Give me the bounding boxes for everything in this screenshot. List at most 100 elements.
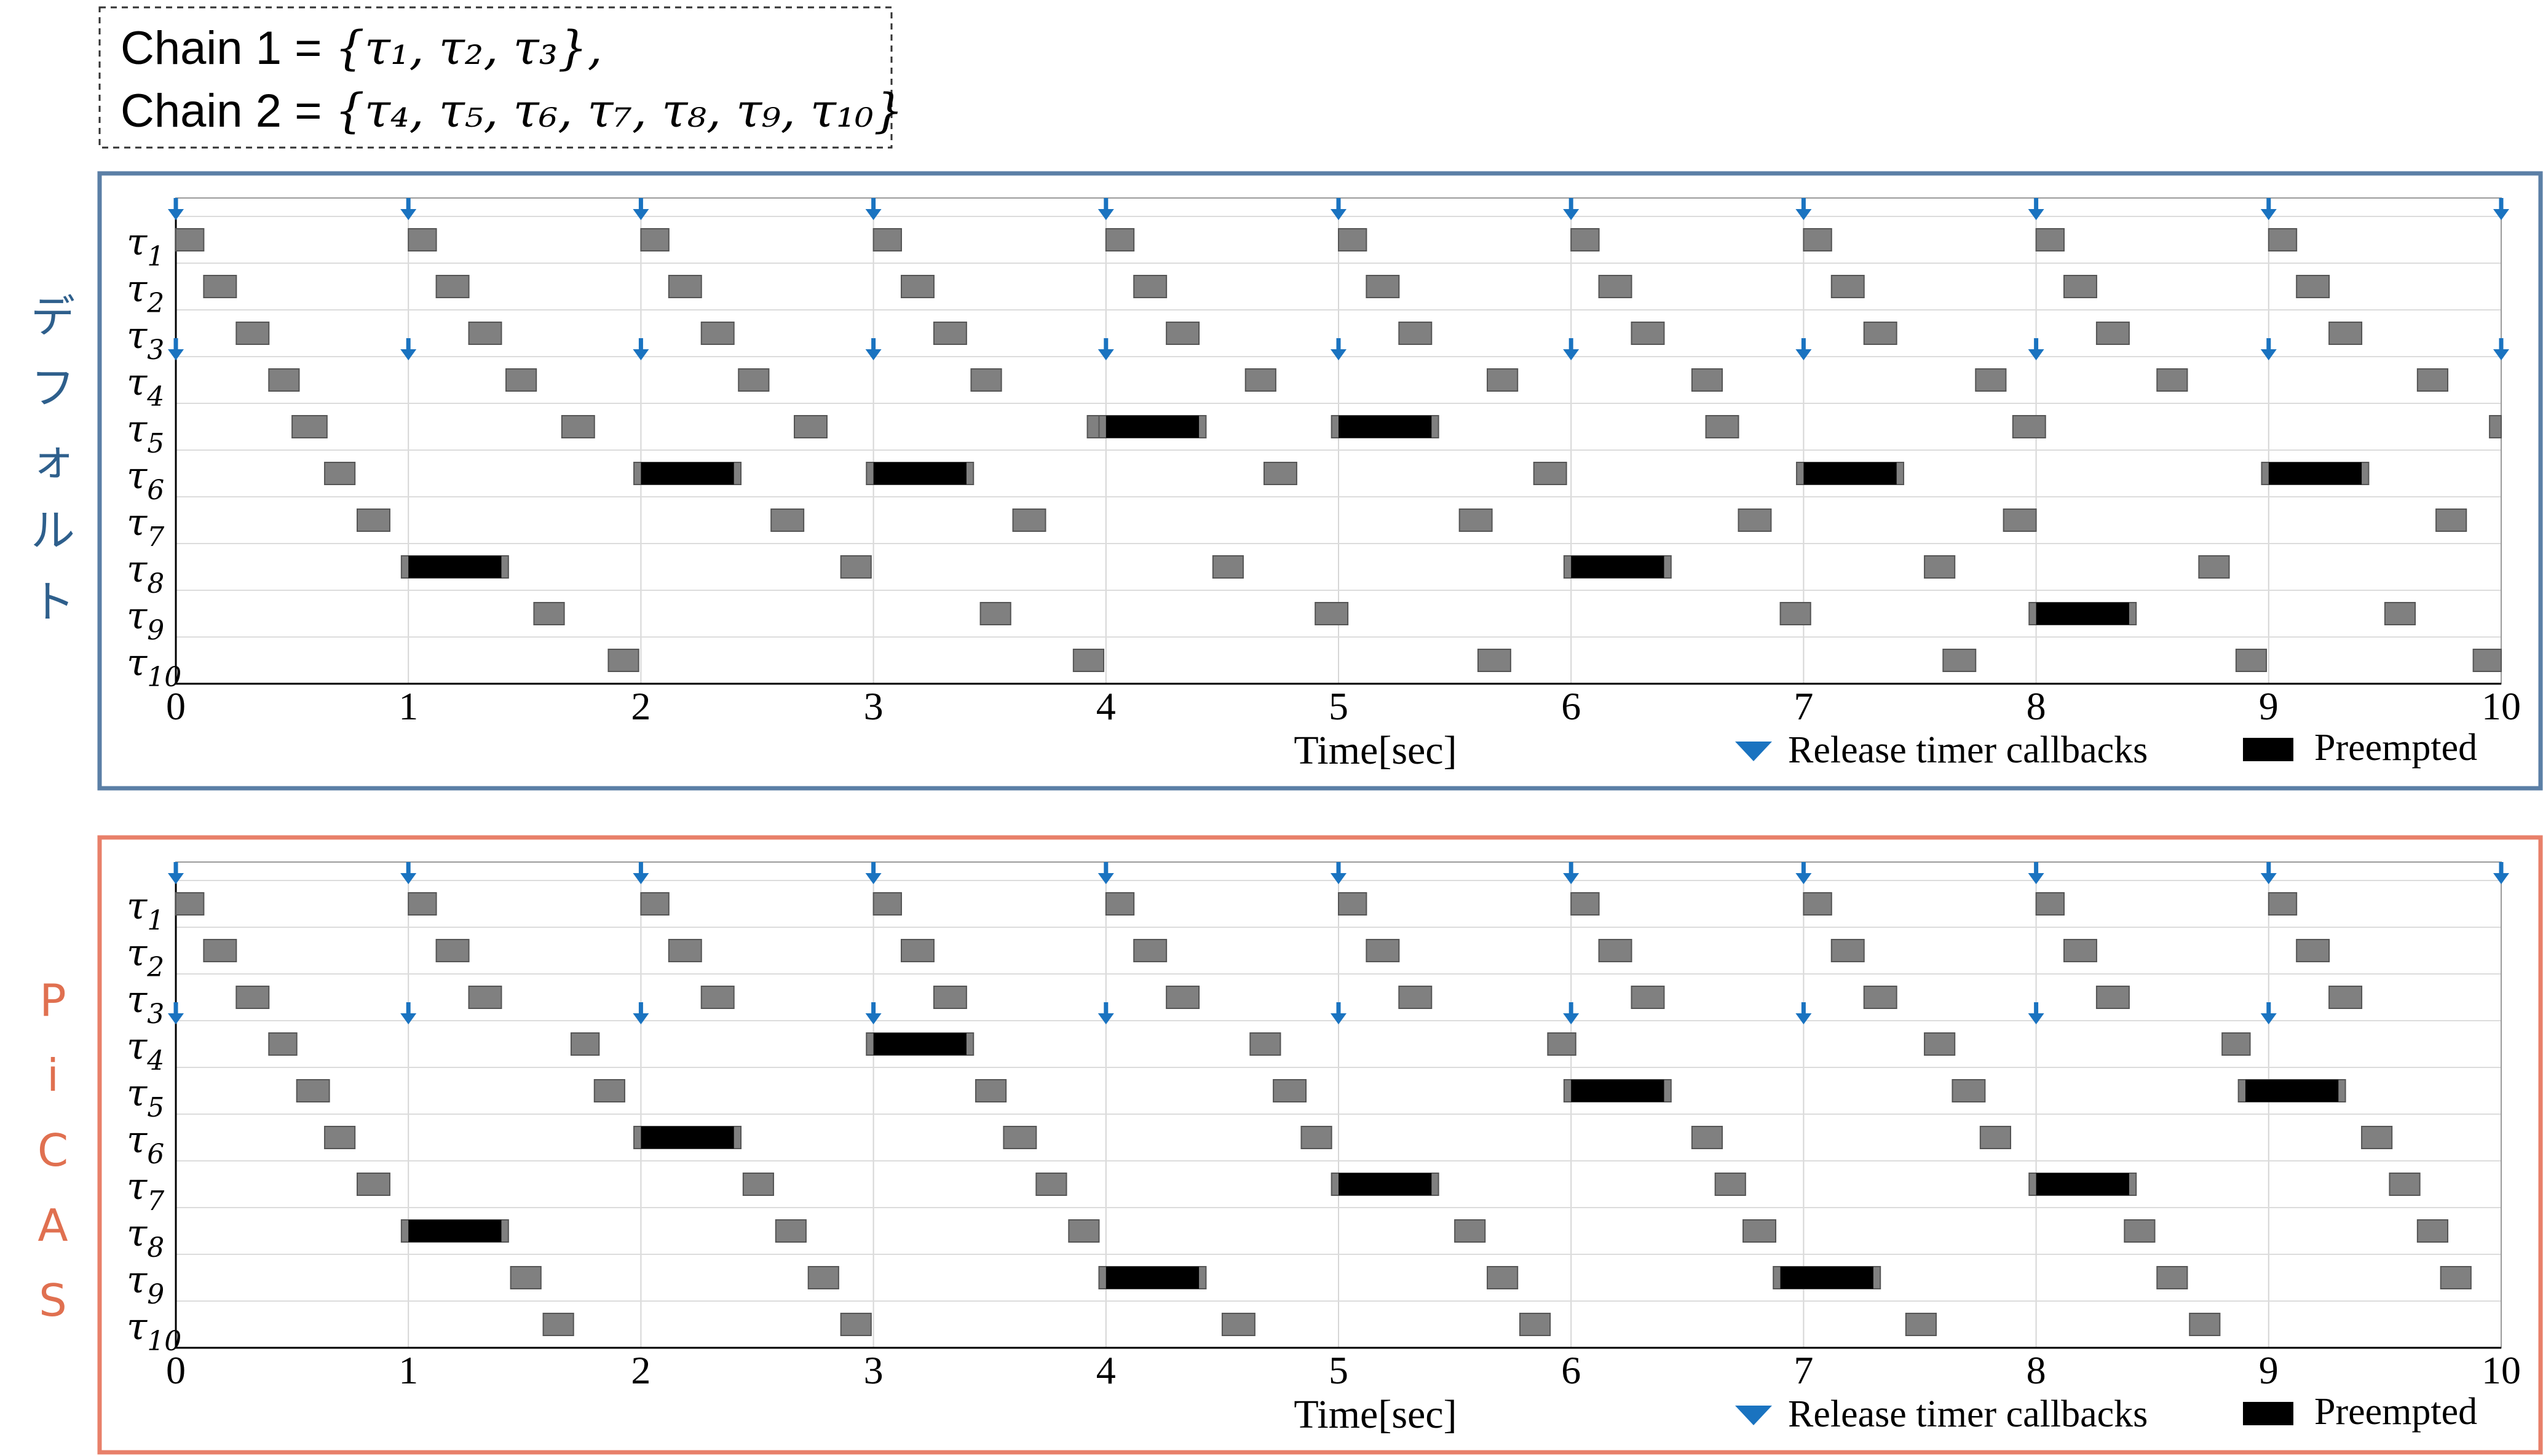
execution-block	[607, 649, 639, 672]
tau-symbol: τ	[127, 361, 148, 404]
execution-block	[1830, 939, 1865, 962]
execution-block	[1338, 892, 1367, 916]
execution-block	[2416, 1219, 2449, 1243]
panel-label-char: C	[38, 1125, 68, 1176]
execution-block	[291, 415, 328, 438]
execution-block	[738, 368, 770, 392]
execution-block	[1263, 462, 1297, 485]
execution-block	[533, 602, 565, 625]
preempted-block	[408, 1220, 502, 1242]
release-arrow-legend-icon	[1735, 1406, 1772, 1425]
execution-block	[1249, 1032, 1281, 1056]
execution-block	[1072, 649, 1105, 672]
execution-block	[640, 228, 670, 251]
chain1-release-arrow	[1795, 209, 1812, 220]
execution-block	[1942, 649, 1977, 672]
chain1-release-arrow	[2493, 209, 2509, 220]
execution-block	[2296, 939, 2330, 962]
y-tick-label: τ1	[127, 221, 164, 272]
chain2-release-arrow	[1563, 349, 1580, 360]
y-tick-label: τ2	[127, 932, 164, 983]
execution-block	[1598, 275, 1632, 298]
tau-subscript: 9	[147, 615, 164, 646]
execution-block	[324, 462, 356, 485]
execution-block	[700, 322, 735, 345]
execution-block	[1714, 1173, 1746, 1196]
tau-subscript: 6	[147, 475, 164, 506]
execution-block	[2012, 415, 2046, 438]
execution-block	[2035, 892, 2065, 916]
tau-symbol: τ	[127, 932, 148, 975]
execution-block	[2328, 986, 2363, 1009]
tau-symbol: τ	[127, 548, 148, 591]
tau-symbol: τ	[127, 454, 148, 497]
execution-block	[1012, 508, 1046, 532]
x-tick-label: 3	[864, 1348, 884, 1392]
execution-block	[296, 1079, 330, 1102]
panel-label-char: ォ	[31, 433, 75, 485]
execution-block	[840, 1313, 872, 1336]
execution-block	[1779, 602, 1811, 625]
execution-block	[2063, 275, 2097, 298]
execution-block	[203, 275, 237, 298]
execution-block	[1691, 368, 1723, 392]
tau-subscript: 3	[147, 334, 164, 366]
execution-block	[408, 228, 437, 251]
chain2-release-arrow	[400, 349, 417, 360]
execution-block	[1244, 368, 1276, 392]
preempted-block	[1339, 416, 1432, 438]
default-panel-frame	[97, 171, 2543, 791]
tau-symbol: τ	[127, 1212, 148, 1255]
chain2-release-arrow	[2028, 1013, 2044, 1024]
execution-block	[2221, 1032, 2251, 1056]
execution-block	[640, 892, 670, 916]
execution-block	[324, 1126, 356, 1149]
release-arrow-legend-icon	[1735, 742, 1772, 761]
execution-block	[1924, 555, 1956, 579]
legend-release-label: Release timer callbacks	[1788, 1393, 2148, 1435]
execution-block	[1547, 1032, 1576, 1056]
execution-block	[2384, 602, 2416, 625]
execution-block	[561, 415, 595, 438]
tau-subscript: 3	[147, 999, 164, 1030]
chain1-release-arrow	[1563, 873, 1580, 884]
execution-block	[1398, 322, 1433, 345]
panel-label-char: ル	[31, 505, 75, 556]
tau-symbol: τ	[127, 221, 148, 264]
execution-block	[235, 322, 270, 345]
y-tick-label: τ8	[127, 548, 164, 599]
execution-block	[1705, 415, 1739, 438]
execution-block	[2440, 1266, 2472, 1289]
preempted-block	[641, 462, 734, 485]
chain1-release-arrow	[865, 209, 882, 220]
execution-block	[1691, 1126, 1723, 1149]
execution-block	[700, 986, 735, 1009]
execution-block	[235, 986, 270, 1009]
x-tick-label: 10	[2482, 1348, 2521, 1392]
chain2-release-arrow	[865, 1013, 882, 1024]
y-tick-label: τ4	[127, 1025, 164, 1077]
execution-block	[2389, 1173, 2421, 1196]
execution-block	[1273, 1079, 1307, 1102]
y-tick-label: τ10	[127, 1305, 181, 1357]
tau-symbol: τ	[127, 978, 148, 1021]
execution-block	[1338, 228, 1367, 251]
tau-subscript: 1	[147, 905, 164, 936]
chain1-release-arrow	[168, 873, 184, 884]
tau-subscript: 1	[147, 241, 164, 272]
execution-block	[668, 939, 702, 962]
execution-block	[505, 368, 537, 392]
x-axis-label: Time[sec]	[1294, 728, 1457, 773]
execution-block	[933, 986, 967, 1009]
execution-block	[1803, 892, 1832, 916]
chain2-text: Chain 2 = {τ₄, τ₅, τ₆, τ₇, τ₈, τ₉, τ₁₀}	[121, 83, 903, 138]
execution-block	[1487, 368, 1519, 392]
chain2-release-arrow	[633, 349, 649, 360]
execution-block	[970, 368, 1002, 392]
legend-release-label: Release timer callbacks	[1788, 729, 2148, 771]
execution-block	[1570, 228, 1600, 251]
x-tick-label: 2	[631, 684, 651, 728]
